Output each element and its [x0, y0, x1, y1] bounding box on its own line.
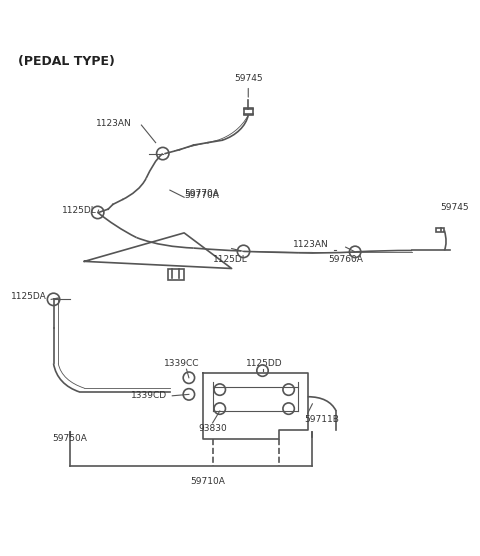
- Text: 59760A: 59760A: [328, 255, 363, 264]
- Text: 59745: 59745: [234, 75, 263, 83]
- Text: 1125DD: 1125DD: [246, 359, 282, 368]
- Bar: [168, 269, 184, 280]
- Text: 1339CC: 1339CC: [164, 359, 200, 368]
- Bar: [436, 227, 444, 232]
- Text: 59770A: 59770A: [184, 189, 219, 198]
- Text: 1125DL: 1125DL: [61, 206, 96, 215]
- Text: 1123AN: 1123AN: [96, 119, 132, 128]
- Text: 59710A: 59710A: [191, 477, 225, 486]
- Text: 59745: 59745: [441, 203, 469, 212]
- Text: 59750A: 59750A: [53, 434, 87, 443]
- Text: 1123AN: 1123AN: [293, 240, 329, 249]
- Text: 1125DA: 1125DA: [11, 292, 47, 301]
- Text: 1339CD: 1339CD: [132, 391, 168, 400]
- Text: (PEDAL TYPE): (PEDAL TYPE): [18, 55, 115, 68]
- Text: 59770A: 59770A: [184, 191, 219, 200]
- Text: 59711B: 59711B: [304, 415, 339, 424]
- Text: 93830: 93830: [198, 424, 227, 433]
- Bar: [243, 108, 253, 115]
- Text: 1125DL: 1125DL: [213, 255, 248, 264]
